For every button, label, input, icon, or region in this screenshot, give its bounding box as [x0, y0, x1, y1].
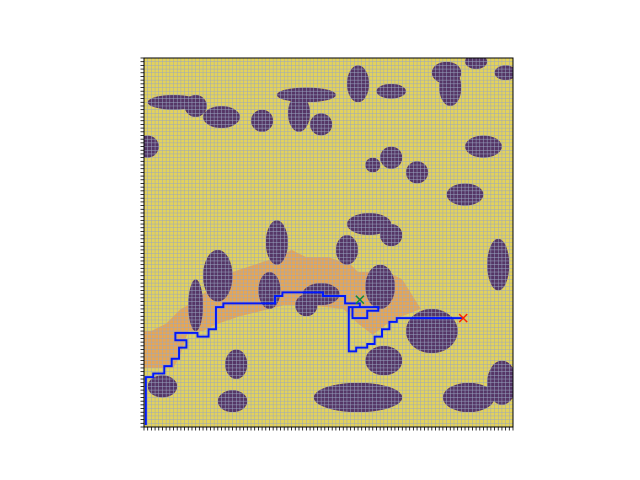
marker-layer: [355, 295, 468, 323]
grid-lines: [144, 58, 513, 427]
start-marker: [458, 313, 468, 323]
axis-ticks: [140, 57, 514, 431]
plot-area: [140, 57, 514, 431]
goal-marker: [355, 295, 365, 305]
planned-path: [144, 291, 464, 426]
